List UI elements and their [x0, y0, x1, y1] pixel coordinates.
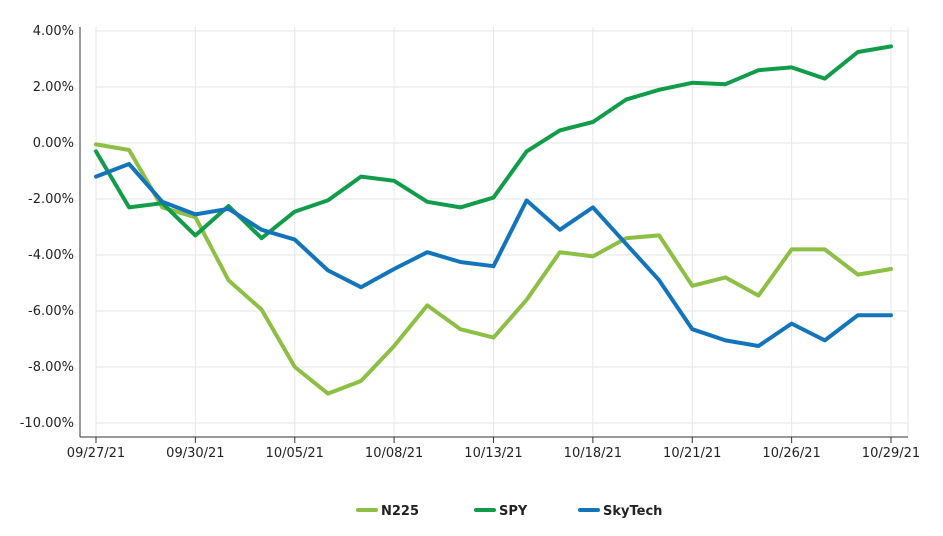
- x-tick-label: 10/18/21: [564, 446, 622, 461]
- y-tick-label: -4.00%: [28, 248, 74, 263]
- x-tick-label: 09/30/21: [166, 446, 224, 461]
- legend-label-n225: N225: [381, 504, 419, 519]
- series-line-n225: [94, 142, 893, 396]
- legend-label-skytech: SkyTech: [603, 504, 662, 519]
- series-line-skytech: [94, 162, 893, 348]
- y-tick-label: -8.00%: [28, 360, 74, 375]
- legend-label-spy: SPY: [499, 504, 528, 519]
- x-tick-label: 10/21/21: [663, 446, 721, 461]
- x-tick-label: 10/13/21: [464, 446, 522, 461]
- series-line-spy: [94, 44, 893, 241]
- x-tick-label: 09/27/21: [67, 446, 125, 461]
- y-tick-label: -2.00%: [28, 192, 74, 207]
- x-tick-label: 10/29/21: [862, 446, 920, 461]
- x-tick-label: 10/26/21: [762, 446, 820, 461]
- y-tick-label: -6.00%: [28, 304, 74, 319]
- x-tick-label: 10/08/21: [365, 446, 423, 461]
- x-tick-label: 10/05/21: [266, 446, 324, 461]
- y-tick-label: -10.00%: [20, 416, 74, 431]
- y-tick-label: 0.00%: [33, 136, 74, 151]
- y-tick-label: 2.00%: [33, 80, 74, 95]
- y-tick-label: 4.00%: [33, 24, 74, 39]
